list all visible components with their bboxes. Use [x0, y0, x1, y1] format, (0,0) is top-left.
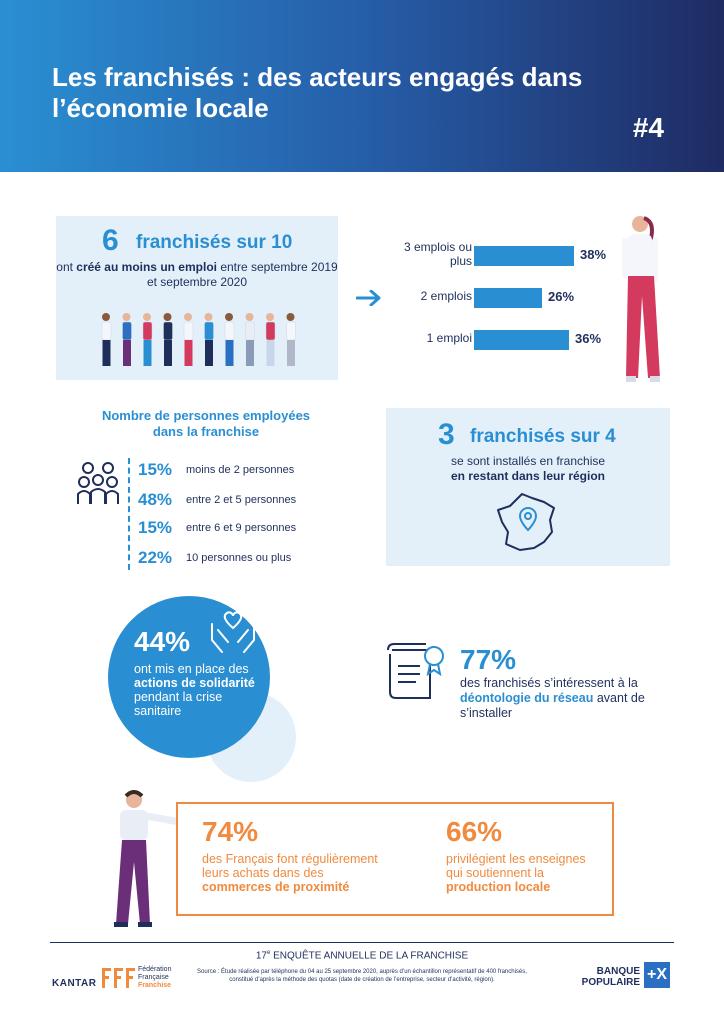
people-group-illustration — [101, 313, 296, 366]
bar-value-label: 36% — [575, 331, 602, 346]
page-number: #4 — [632, 112, 664, 143]
arrow-right-icon — [356, 290, 381, 306]
bar — [474, 330, 569, 350]
jobs-created-panel: 6 franchisés sur 10 ont créé au moins un… — [56, 216, 338, 380]
employee-label: entre 2 et 5 personnes — [186, 494, 297, 506]
bar-row: 3 emplois ou plus 38% — [390, 240, 606, 274]
heart-hands-icon — [211, 611, 255, 653]
region-big-text: franchisés sur 4 — [470, 426, 616, 447]
bar-label: 3 emplois ou plus — [403, 240, 472, 268]
employee-pct: 15% — [138, 518, 173, 537]
solidarity-circle: 44% ont mis en place des actions de soli… — [108, 596, 270, 758]
jobs-big-text: franchisés sur 10 — [136, 232, 293, 253]
region-description: se sont installés en franchise en restant… — [450, 454, 606, 483]
solidarity-pct: 44% — [134, 626, 191, 657]
employees-title: Nombre de personnes employées dans la fr… — [101, 408, 311, 439]
certificate-icon — [387, 643, 444, 699]
header-banner: Les franchisés : des acteurs engagés dan… — [0, 0, 724, 172]
employee-label: entre 6 et 9 personnes — [186, 522, 297, 534]
bar-row: 1 emploi 36% — [390, 328, 602, 358]
local-text-1: des Français font régulièrement leurs ac… — [202, 852, 378, 894]
banque-populaire-text: BANQUE POPULAIRE — [581, 966, 640, 988]
bar — [474, 246, 574, 266]
bar-value-label: 38% — [580, 247, 607, 262]
man-pointing-illustration — [114, 790, 185, 927]
survey-title: 17e ENQUÊTE ANNUELLE DE LA FRANCHISE — [255, 950, 469, 962]
solidarity-text: ont mis en place des actions de solidari… — [134, 662, 255, 718]
footer-divider — [50, 942, 674, 943]
ethics-pct: 77% — [460, 644, 517, 675]
local-shopping-box: 74% des Français font régulièrement leur… — [176, 802, 614, 916]
woman-illustration — [622, 216, 660, 382]
ethics-text: des franchisés s’intéressent à la déonto… — [460, 676, 645, 720]
bar-value-label: 26% — [548, 289, 575, 304]
employee-pct: 48% — [138, 490, 173, 509]
bar-label: 2 emplois — [420, 289, 472, 303]
region-big-number: 3 — [438, 418, 455, 451]
employee-label: 10 personnes ou plus — [186, 552, 292, 564]
employee-pct: 15% — [138, 460, 173, 479]
local-pct-2: 66% — [446, 816, 503, 847]
banque-populaire-logo: +X — [644, 962, 670, 988]
employee-pct: 22% — [138, 548, 173, 567]
bar — [474, 288, 542, 308]
local-pct-1: 74% — [202, 816, 259, 847]
fff-logo-text: Fédération Française Franchise — [138, 966, 172, 989]
kantar-logo: KANTAR — [52, 978, 97, 989]
fff-logo-icon — [102, 968, 135, 988]
bar-row: 2 emplois 26% — [390, 286, 600, 316]
france-map-icon — [497, 493, 555, 551]
jobs-description: ont créé au moins un emploi entre septem… — [56, 260, 338, 289]
survey-source: Source : Étude réalisée par téléphone du… — [197, 969, 527, 983]
bar-label: 1 emploi — [426, 331, 472, 345]
jobs-big-number: 6 — [102, 224, 119, 257]
employee-label: moins de 2 personnes — [186, 464, 295, 476]
local-text-2: privilégient les enseignes qui soutienne… — [446, 852, 586, 894]
group-people-icon — [77, 462, 119, 504]
region-panel: 3 franchisés sur 4 se sont installés en … — [386, 408, 670, 566]
page-title: Les franchisés : des acteurs engagés dan… — [52, 62, 583, 123]
employees-divider — [128, 458, 130, 570]
